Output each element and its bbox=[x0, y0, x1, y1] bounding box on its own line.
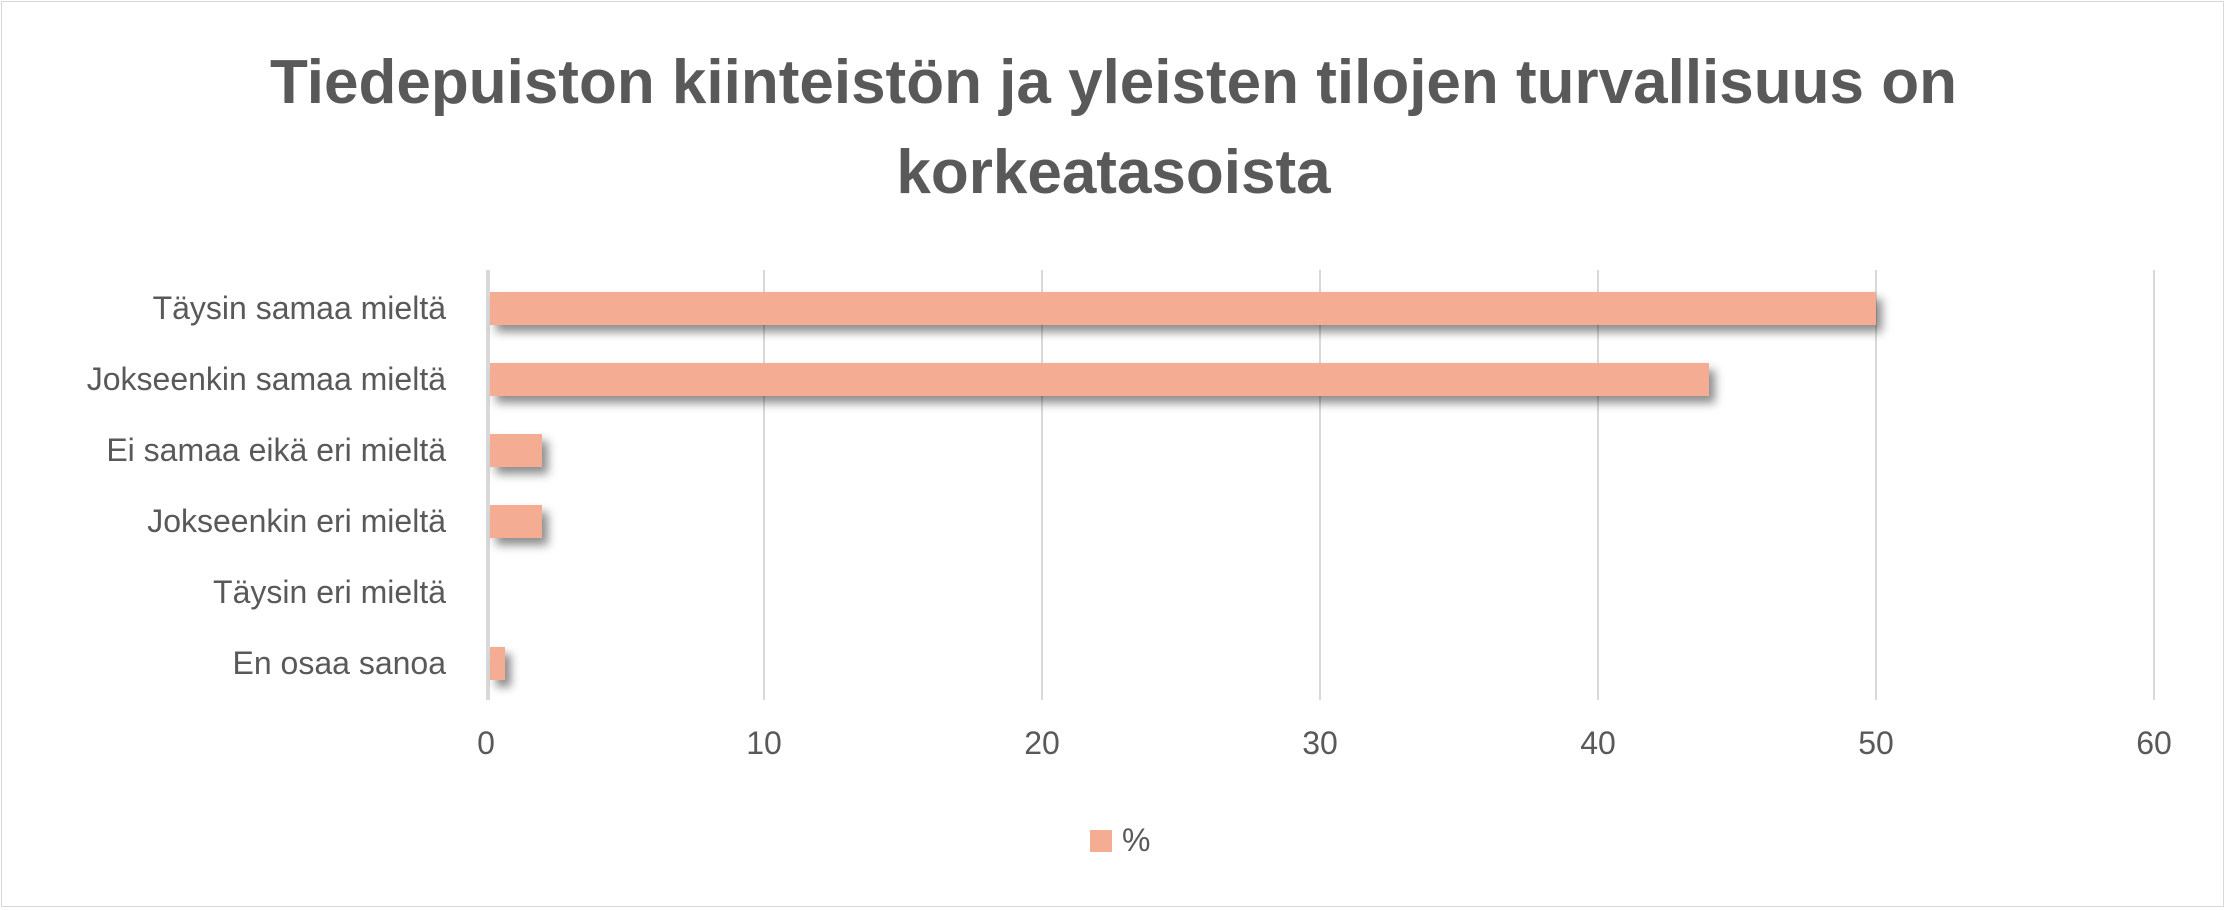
chart-title-line-2: korkeatasoista bbox=[896, 138, 1331, 207]
bar bbox=[490, 363, 1710, 396]
x-tick-label: 10 bbox=[746, 725, 782, 761]
bar bbox=[490, 292, 1876, 325]
legend-label: % bbox=[1122, 822, 1151, 858]
gridline bbox=[1875, 270, 1877, 700]
x-tick-label: 30 bbox=[1302, 725, 1338, 761]
x-tick-label: 0 bbox=[477, 725, 495, 761]
gridline bbox=[2153, 270, 2155, 700]
gridline bbox=[763, 270, 765, 700]
plot-area bbox=[486, 270, 2155, 700]
y-axis-line bbox=[486, 270, 490, 700]
legend-swatch bbox=[1090, 829, 1112, 852]
category-label: Jokseenkin samaa mieltä bbox=[86, 361, 446, 397]
category-label: Ei samaa eikä eri mieltä bbox=[106, 432, 446, 468]
chart-title: Tiedepuiston kiinteistön ja yleisten til… bbox=[0, 38, 2227, 218]
chart-title-line-1: Tiedepuiston kiinteistön ja yleisten til… bbox=[270, 48, 1957, 117]
legend: % bbox=[1090, 822, 1150, 859]
gridline bbox=[1041, 270, 1043, 700]
category-label: Täysin samaa mieltä bbox=[152, 290, 446, 326]
x-tick-label: 60 bbox=[2136, 725, 2172, 761]
bar bbox=[490, 647, 506, 680]
x-tick-label: 50 bbox=[1858, 725, 1894, 761]
x-tick-label: 20 bbox=[1024, 725, 1060, 761]
bar bbox=[490, 434, 542, 467]
category-label: Jokseenkin eri mieltä bbox=[147, 503, 446, 539]
gridline bbox=[1319, 270, 1321, 700]
gridline bbox=[1597, 270, 1599, 700]
category-label: Täysin eri mieltä bbox=[213, 574, 446, 610]
x-tick-label: 40 bbox=[1580, 725, 1616, 761]
bar bbox=[490, 505, 542, 538]
category-label: En osaa sanoa bbox=[232, 645, 447, 681]
